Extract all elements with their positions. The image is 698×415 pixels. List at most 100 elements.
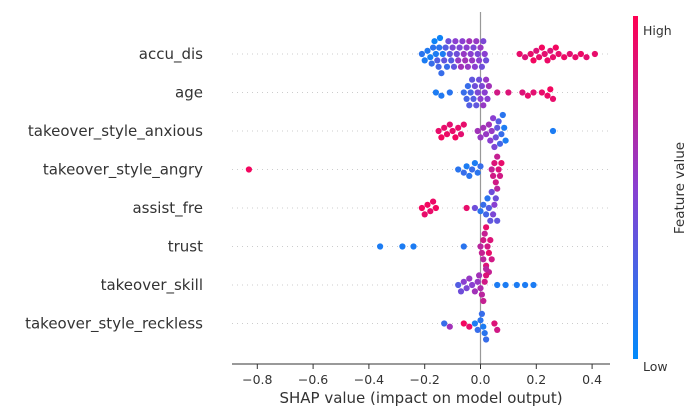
data-point: [442, 44, 449, 51]
data-point: [466, 323, 473, 330]
data-point: [480, 102, 487, 109]
data-point: [483, 57, 490, 64]
data-point: [480, 38, 487, 45]
data-point: [464, 83, 471, 90]
data-point: [438, 134, 445, 141]
data-point: [441, 57, 448, 64]
x-tick-label: 0.0: [471, 372, 491, 387]
data-point: [487, 237, 494, 244]
data-point: [505, 89, 512, 96]
data-point: [481, 278, 488, 285]
data-point: [445, 38, 452, 45]
data-point: [470, 44, 477, 51]
data-point: [427, 54, 434, 61]
data-point: [549, 95, 557, 102]
data-point: [467, 89, 474, 96]
data-point: [421, 211, 428, 218]
data-point: [477, 163, 484, 170]
data-point: [460, 50, 467, 58]
data-point: [477, 208, 484, 215]
data-point: [441, 320, 448, 327]
x-tick-label: −0.4: [354, 372, 384, 387]
data-point: [464, 63, 471, 70]
data-point: [490, 211, 497, 218]
data-point: [439, 50, 446, 58]
data-point: [530, 89, 537, 96]
feature-label: takeover_skill: [101, 276, 203, 295]
data-point: [555, 50, 562, 58]
data-point: [544, 92, 551, 99]
data-point: [496, 172, 504, 179]
data-point: [536, 54, 543, 61]
data-point: [527, 50, 534, 58]
data-point: [572, 54, 579, 61]
data-point: [547, 86, 554, 93]
data-point: [473, 38, 480, 45]
data-point: [399, 243, 406, 250]
data-point: [443, 63, 451, 70]
data-point: [449, 127, 456, 135]
data-point: [484, 195, 491, 202]
data-point: [436, 44, 443, 51]
data-point: [471, 83, 478, 90]
data-point: [449, 44, 456, 51]
data-point: [450, 63, 458, 70]
data-point: [522, 281, 529, 289]
data-point: [457, 288, 465, 295]
data-point: [538, 44, 546, 51]
data-point: [481, 330, 488, 337]
data-point: [460, 278, 467, 285]
data-point: [499, 111, 506, 119]
data-point: [471, 160, 478, 167]
data-point: [474, 278, 481, 285]
feature-label: assist_fre: [132, 199, 203, 218]
x-tick-label: −0.2: [410, 372, 440, 387]
data-point: [533, 47, 540, 54]
data-point: [483, 224, 490, 231]
x-axis-label: SHAP value (impact on model output): [279, 389, 562, 407]
data-point: [530, 281, 537, 289]
data-point: [446, 121, 453, 128]
data-point: [471, 63, 478, 70]
data-point: [488, 166, 495, 173]
data-point: [492, 134, 499, 141]
data-point: [484, 95, 491, 102]
data-point: [438, 92, 445, 99]
data-point: [483, 76, 490, 83]
data-point: [466, 38, 473, 45]
data-point: [477, 95, 484, 102]
data-point: [427, 208, 434, 215]
data-point: [430, 44, 437, 51]
data-point: [435, 63, 442, 70]
data-point: [488, 127, 495, 135]
data-point: [432, 204, 439, 212]
data-point: [496, 140, 504, 147]
data-point: [494, 326, 501, 333]
data-point: [561, 54, 568, 61]
data-point: [424, 201, 431, 208]
data-point: [483, 131, 490, 138]
x-tick-label: 0.2: [526, 372, 546, 387]
data-point: [480, 297, 487, 305]
data-point: [474, 89, 481, 96]
feature-label: accu_dis: [139, 45, 203, 64]
data-point: [478, 83, 485, 90]
data-point: [490, 172, 497, 179]
data-point: [480, 124, 487, 131]
data-point: [463, 285, 470, 292]
data-point: [477, 285, 484, 292]
data-point: [485, 121, 492, 128]
data-point: [484, 243, 491, 250]
data-point: [455, 166, 462, 173]
data-point: [463, 95, 470, 102]
colorbar-low-label: Low: [643, 359, 668, 374]
data-point: [418, 50, 425, 58]
data-point: [476, 76, 483, 83]
data-point: [480, 237, 487, 244]
data-point: [455, 57, 462, 64]
data-point: [498, 160, 505, 167]
data-point: [477, 243, 484, 250]
data-point: [471, 288, 478, 295]
data-point: [466, 172, 473, 179]
feature-label: takeover_style_angry: [43, 161, 203, 180]
